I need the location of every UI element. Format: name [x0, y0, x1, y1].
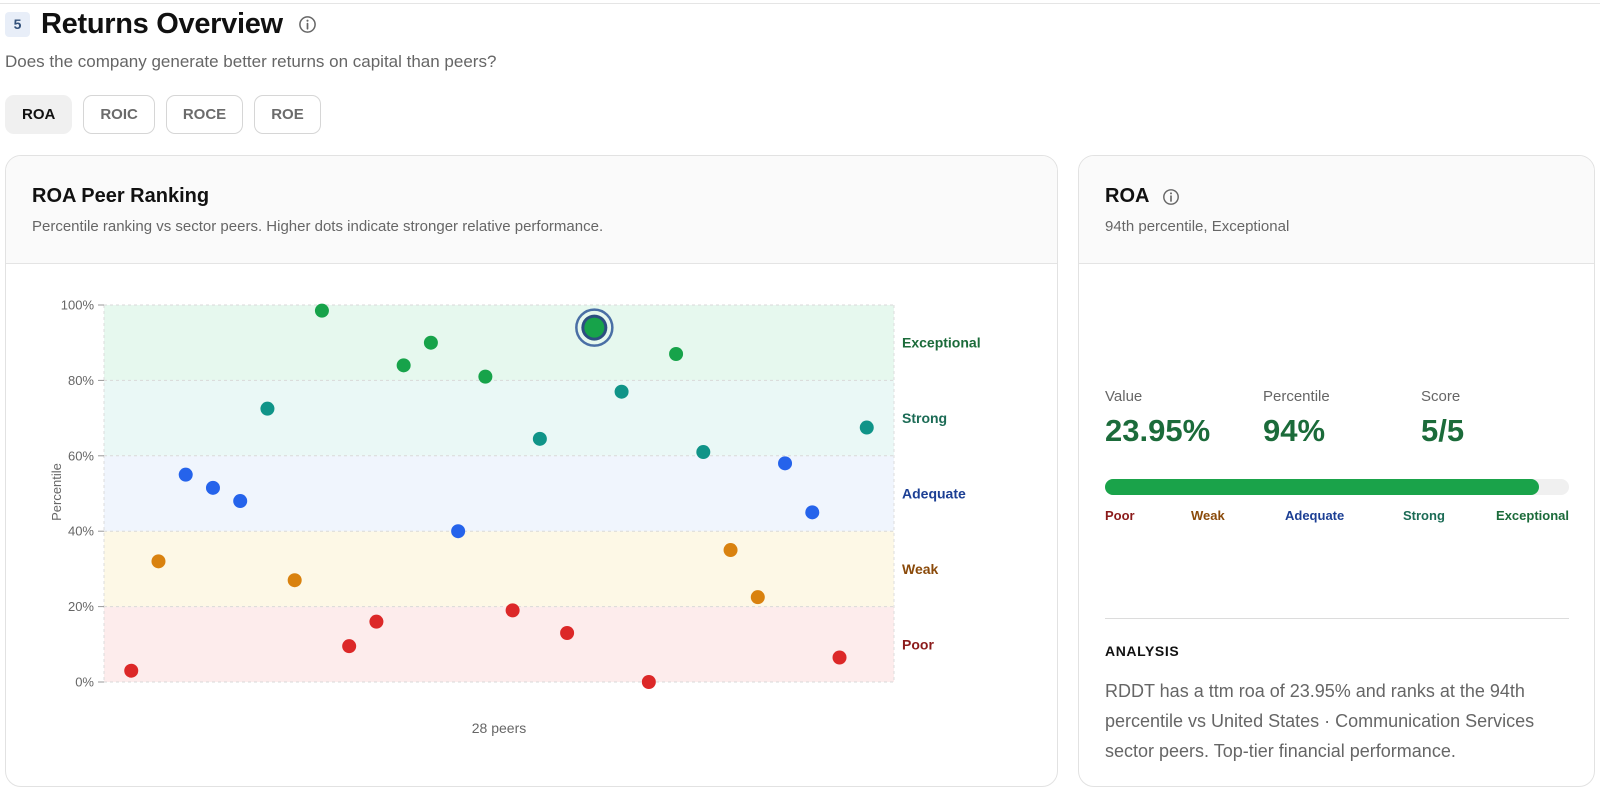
score-metric: Score 5/5	[1421, 388, 1464, 449]
band-label-adequate: Adequate	[902, 486, 966, 502]
metric-title-row: ROA	[1105, 185, 1180, 208]
percentile-number: 94%	[1263, 413, 1326, 448]
peer-point[interactable]	[750, 590, 765, 605]
peer-point[interactable]	[505, 603, 520, 618]
peer-point[interactable]	[287, 573, 302, 588]
info-circle-icon[interactable]	[1162, 188, 1180, 206]
peer-point[interactable]	[560, 625, 575, 640]
score-label: Score	[1421, 388, 1461, 405]
score-number: 5/5	[1421, 413, 1465, 448]
analysis-text: RDDT has a ttm roa of 23.95% and ranks a…	[1105, 681, 1535, 761]
value-metric: Value 23.95%	[1105, 388, 1210, 449]
peer-point[interactable]	[423, 335, 438, 350]
chart-title: ROA Peer Ranking	[32, 185, 210, 207]
peer-point[interactable]	[314, 303, 329, 318]
tab-roa[interactable]: ROA	[5, 95, 73, 134]
peer-point[interactable]	[669, 347, 684, 362]
peer-ranking-card-header: ROA Peer Ranking Percentile ranking vs s…	[6, 156, 1057, 264]
value-label: Value	[1105, 388, 1143, 405]
chart-gridlines	[103, 304, 895, 683]
metric-tabs: ROA ROIC ROCE ROE	[5, 95, 332, 134]
band-label-poor: Poor	[902, 636, 934, 652]
band-adequate	[104, 455, 894, 532]
chart-subtitle: Percentile ranking vs sector peers. High…	[32, 218, 604, 235]
section-number-badge: 5	[5, 11, 30, 37]
band-label-exceptional: Exceptional	[902, 335, 981, 351]
scale-label-poor: Poor	[1105, 508, 1135, 523]
y-axis-label: Percentile	[49, 463, 64, 521]
tab-roe[interactable]: ROE	[254, 95, 321, 134]
band-labels: Poor Weak Adequate Strong Exceptional	[902, 335, 981, 653]
scale-label-exceptional: Exceptional	[1496, 508, 1569, 523]
percentile-metric: Percentile 94%	[1263, 388, 1330, 449]
peer-point[interactable]	[451, 524, 466, 539]
band-strong	[104, 380, 894, 456]
y-tick-label: 40%	[68, 524, 94, 539]
chart-points	[124, 303, 874, 689]
metric-title: ROA	[1105, 185, 1150, 207]
percentile-bar-fill	[1105, 479, 1539, 495]
peer-point[interactable]	[151, 554, 166, 569]
peer-ranking-card: ROA Peer Ranking Percentile ranking vs s…	[5, 155, 1058, 787]
y-tick-label: 0%	[75, 675, 94, 690]
peer-point[interactable]	[696, 445, 711, 460]
x-axis-label: 28 peers	[472, 720, 526, 736]
peer-point[interactable]	[233, 494, 248, 509]
scale-label-adequate: Adequate	[1285, 508, 1345, 523]
metric-detail-card-header: ROA 94th percentile, Exceptional	[1079, 156, 1594, 264]
peer-point[interactable]	[260, 401, 275, 416]
peer-ranking-chart: 0% 20% 40% 60% 80% 100% Poor Weak Adequate Stron…	[49, 298, 981, 737]
y-tick-label: 20%	[68, 599, 94, 614]
peer-point[interactable]	[723, 543, 738, 558]
value-number: 23.95%	[1105, 413, 1211, 448]
percentile-label: Percentile	[1263, 388, 1330, 405]
peer-point[interactable]	[124, 663, 139, 678]
percentile-bar	[1105, 479, 1569, 495]
scale-label-strong: Strong	[1403, 508, 1445, 523]
info-circle-icon[interactable]	[298, 15, 317, 34]
chart-bands	[104, 305, 894, 682]
peer-point[interactable]	[342, 639, 357, 654]
company-point[interactable]	[584, 317, 605, 338]
peer-point[interactable]	[478, 369, 493, 384]
y-axis-ticks: 0% 20% 40% 60% 80% 100%	[61, 298, 104, 690]
section-header: 5 Returns Overview	[5, 6, 317, 42]
y-tick-label: 60%	[68, 448, 94, 463]
band-weak	[104, 531, 894, 607]
band-poor	[104, 606, 894, 682]
tab-roce[interactable]: ROCE	[165, 95, 244, 134]
band-label-strong: Strong	[902, 410, 947, 426]
band-label-weak: Weak	[902, 561, 939, 577]
metric-detail-card: ROA 94th percentile, Exceptional Value 2…	[1078, 155, 1595, 787]
peer-point[interactable]	[205, 480, 220, 495]
peer-point[interactable]	[614, 384, 629, 399]
top-divider	[0, 3, 1600, 4]
peer-point[interactable]	[532, 431, 547, 446]
y-tick-label: 80%	[68, 373, 94, 388]
percentile-scale: Poor Weak Adequate Strong Exceptional	[1105, 508, 1569, 526]
section-subtitle: Does the company generate better returns…	[5, 52, 497, 71]
peer-point[interactable]	[859, 420, 874, 435]
y-tick-label: 100%	[61, 298, 95, 313]
peer-point[interactable]	[832, 650, 847, 665]
peer-point[interactable]	[178, 467, 193, 482]
peer-point[interactable]	[369, 614, 384, 629]
metric-subtitle: 94th percentile, Exceptional	[1105, 218, 1290, 235]
scale-label-weak: Weak	[1191, 508, 1225, 523]
peer-point[interactable]	[641, 675, 656, 689]
highlight-ring	[575, 308, 614, 347]
peer-point[interactable]	[805, 505, 820, 520]
tab-roic[interactable]: ROIC	[83, 95, 155, 134]
section-title: Returns Overview	[41, 7, 283, 40]
peer-point[interactable]	[778, 456, 793, 471]
analysis-divider	[1105, 618, 1569, 619]
band-exceptional	[104, 305, 894, 381]
analysis-title: ANALYSIS	[1105, 643, 1180, 659]
peer-point[interactable]	[396, 358, 411, 373]
